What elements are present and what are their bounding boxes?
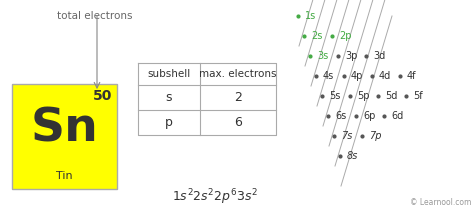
Text: Tin: Tin — [56, 171, 73, 181]
Text: 6s: 6s — [335, 111, 346, 121]
Text: 7p: 7p — [369, 131, 382, 141]
Text: 4p: 4p — [351, 71, 364, 81]
Text: 2: 2 — [234, 91, 242, 104]
Text: p: p — [165, 116, 173, 129]
Text: 4f: 4f — [407, 71, 417, 81]
Text: 6: 6 — [234, 116, 242, 129]
Text: total electrons: total electrons — [57, 11, 133, 21]
Text: 3s: 3s — [317, 51, 328, 61]
Text: 8s: 8s — [347, 151, 358, 161]
Text: 4s: 4s — [323, 71, 334, 81]
Text: 6d: 6d — [391, 111, 403, 121]
Text: max. electrons: max. electrons — [199, 69, 277, 79]
Text: © Learnool.com: © Learnool.com — [410, 198, 471, 207]
Text: 2p: 2p — [339, 31, 352, 41]
Text: s: s — [166, 91, 172, 104]
Bar — [12, 84, 117, 189]
Text: 50: 50 — [92, 89, 112, 103]
Text: 6p: 6p — [363, 111, 375, 121]
Text: 2s: 2s — [311, 31, 322, 41]
Text: subshell: subshell — [147, 69, 191, 79]
Text: 3p: 3p — [345, 51, 357, 61]
Text: $1s^{2}2s^{2}2p^{6}3s^{2}$: $1s^{2}2s^{2}2p^{6}3s^{2}$ — [172, 187, 258, 207]
Text: 5f: 5f — [413, 91, 423, 101]
Text: Sn: Sn — [30, 106, 99, 151]
Text: 4d: 4d — [379, 71, 391, 81]
Text: 5d: 5d — [385, 91, 397, 101]
Text: 1s: 1s — [305, 11, 316, 21]
Text: 5p: 5p — [357, 91, 370, 101]
Text: 3d: 3d — [373, 51, 385, 61]
Text: 7s: 7s — [341, 131, 352, 141]
Text: 5s: 5s — [329, 91, 340, 101]
